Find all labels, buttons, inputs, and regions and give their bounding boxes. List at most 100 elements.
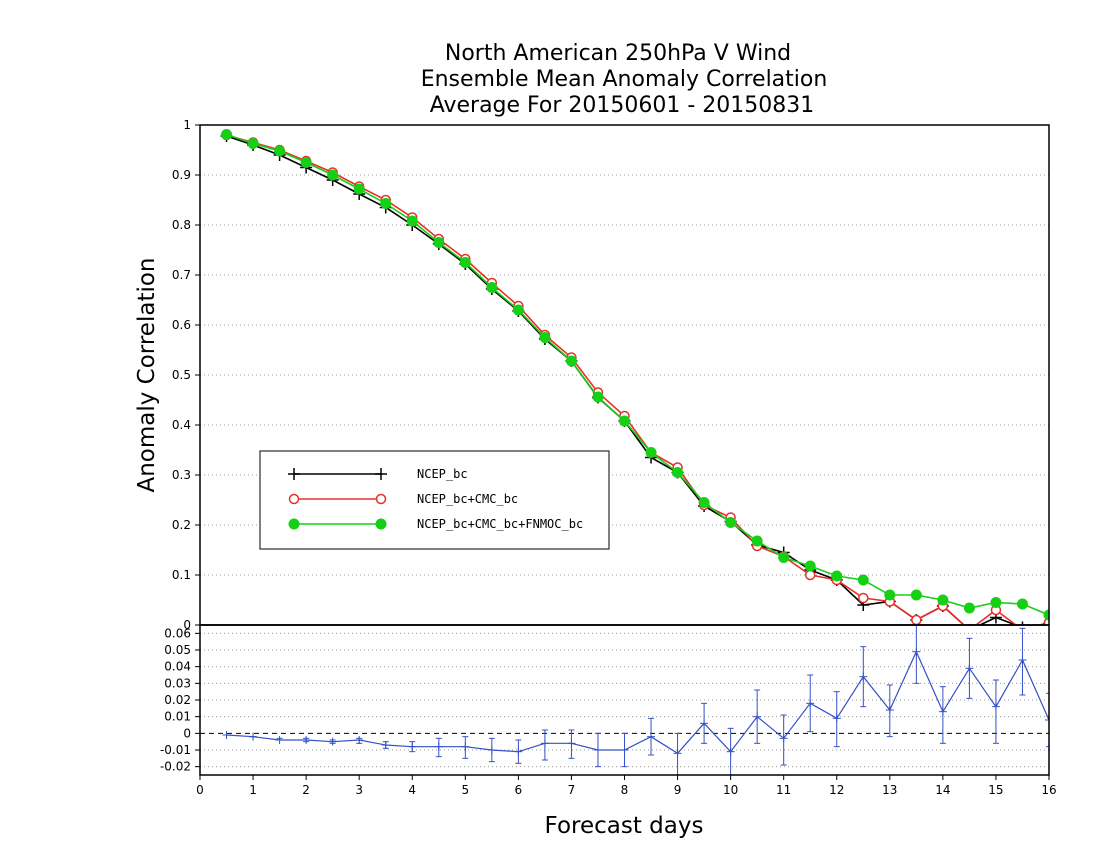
series-point [1016,598,1028,610]
title-line-1: North American 250hPa V Wind [445,41,791,66]
series-2 [221,129,1049,625]
legend-marker-end [375,468,387,480]
series-point [857,574,869,586]
legend-item: NCEP_bc+CMC_bc [288,492,518,506]
series-point [406,215,418,227]
difference-point [593,746,602,754]
difference-point [753,712,762,721]
series-point [884,589,896,601]
difference-point [1018,656,1027,664]
difference-point [912,647,921,656]
series-point [645,447,657,458]
series-point [725,517,737,528]
y-tick-label: 1 [183,118,191,132]
series-point [990,597,1002,608]
legend-marker-start [288,493,300,505]
legend: NCEP_bc NCEP_bc+CMC_bc NCEP_bc+CMC_bc+FNMO… [259,450,610,550]
series-point [433,237,445,248]
series-point [486,282,498,293]
series-point [1021,621,1024,625]
difference-point [647,732,656,741]
series-point [274,145,286,157]
difference-point [620,746,629,754]
x-tick-label: 6 [515,783,523,797]
y-tick-label: 0.3 [172,468,191,482]
series-point [672,467,684,478]
series-point [968,624,971,625]
series-point [751,535,763,547]
y-axis-label: Anomaly Correlation [134,257,160,492]
series-point [804,560,816,572]
series-point [539,332,551,343]
y-tick-label: 0 [183,618,191,632]
x-tick-label: 8 [621,783,629,797]
main-gridlines [200,124,1049,626]
y-tick-label: 0.7 [172,268,191,282]
difference-y-tick-label: 0.03 [164,676,191,690]
x-tick-label: 12 [829,783,844,797]
x-tick-label: 14 [935,783,950,797]
x-axis-label: Forecast days [545,813,704,839]
series-point [300,157,312,168]
y-tick-label: 0.5 [172,368,191,382]
difference-point [832,714,841,723]
series-point [380,198,392,209]
series-point [221,129,233,140]
difference-point [328,737,337,746]
main-y-tick-labels: 0 0.1 0.2 0.3 0.4 0.5 0.6 0.7 0.8 0.9 1 [172,118,200,632]
series-point [858,592,869,604]
series-line [226,135,1049,625]
plot-frames [199,124,1050,776]
x-tick-label: 7 [568,783,576,797]
series-point [327,169,339,181]
y-tick-label: 0.9 [172,168,191,182]
difference-point [540,739,549,748]
y-tick-label: 0.1 [172,568,191,582]
difference-y-tick-label: -0.02 [160,760,191,774]
series-point [911,614,922,625]
difference-point [806,699,815,708]
difference-point [487,746,496,754]
series-point [804,569,816,581]
series-point [1043,609,1049,621]
x-tick-labels: 0 1 2 3 4 5 6 7 8 9 10 11 12 13 14 15 16 [196,775,1057,797]
legend-marker-end [375,493,387,505]
x-tick-label: 10 [723,783,738,797]
difference-point [673,749,682,758]
x-tick-label: 1 [249,783,257,797]
series-point [565,355,577,367]
chart-title: North American 250hPa V Wind Ensemble Me… [421,41,828,118]
difference-y-tick-label: 0.01 [164,710,191,724]
x-tick-label: 2 [302,783,310,797]
legend-marker-start [288,518,300,530]
difference-point [355,736,364,744]
difference-point [700,719,709,728]
y-tick-label: 0.4 [172,418,191,432]
legend-label: NCEP_bc [417,467,468,481]
error-bar [992,679,999,744]
x-tick-label: 11 [776,783,791,797]
title-line-2: Ensemble Mean Anomaly Correlation [421,67,828,92]
series-point [937,594,949,606]
legend-item: NCEP_bc+CMC_bc+FNMOC_bc [288,517,583,531]
y-tick-label: 0.2 [172,518,191,532]
difference-y-tick-labels: -0.02 -0.01 0 0.01 0.02 0.03 0.04 0.05 0.06 [160,626,200,774]
series-point [963,602,975,614]
series-point [592,391,604,403]
series-point [619,415,630,427]
x-tick-label: 15 [988,783,1003,797]
difference-series [222,625,1049,775]
difference-point [514,747,523,756]
difference-point [965,664,974,673]
difference-y-tick-label: 0.02 [164,693,191,707]
difference-series-layer [222,625,1049,775]
series-point [459,257,471,268]
series-point [831,570,843,582]
difference-point [938,707,947,716]
series-point [247,138,259,149]
series-point [778,552,790,563]
difference-y-tick-label: 0.06 [164,626,191,640]
series-1 [220,130,1049,625]
difference-y-tick-label: 0 [183,726,191,740]
